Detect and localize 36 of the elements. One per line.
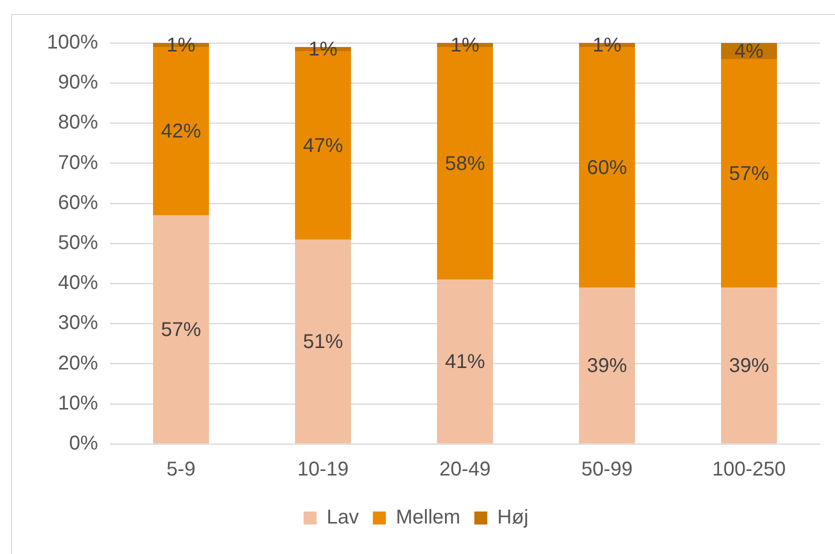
data-label: 42% [160,120,202,143]
bar [721,59,777,288]
x-tick-label: 10-19 [297,458,349,481]
y-tick-label: 50% [58,232,98,254]
x-tick-label: 100-250 [712,458,786,481]
data-label: 39% [586,354,628,377]
data-label: 39% [728,354,770,377]
y-tick-label: 80% [58,112,98,134]
x-tick-label: 5-9 [166,458,196,481]
legend-label: Høj [497,506,528,529]
data-label: 57% [160,318,202,341]
y-tick-label: 100% [46,32,98,54]
y-tick-label: 30% [58,312,98,334]
x-tick-label: 20-49 [439,458,491,481]
x-tick-label: 50-99 [581,458,633,481]
y-tick-label: 40% [58,272,98,294]
y-tick-label: 70% [58,152,98,174]
legend-label: Lav [326,506,359,529]
data-label: 41% [444,350,486,373]
bar [579,288,635,444]
data-label: 4% [734,40,764,63]
bar [153,215,209,444]
y-tick-label: 90% [58,72,98,94]
bar [437,280,493,444]
data-label: 58% [444,152,486,175]
data-label: 60% [586,156,628,179]
bar [721,288,777,444]
y-tick-label: 20% [58,352,98,374]
y-tick-label: 10% [58,392,98,414]
data-label: 47% [302,134,344,157]
legend-label: Mellem [396,506,460,529]
bar [295,239,351,444]
data-label: 57% [728,162,770,185]
y-tick-label: 60% [58,192,98,214]
y-tick-label: 0% [69,432,98,455]
data-label: 51% [302,330,344,353]
